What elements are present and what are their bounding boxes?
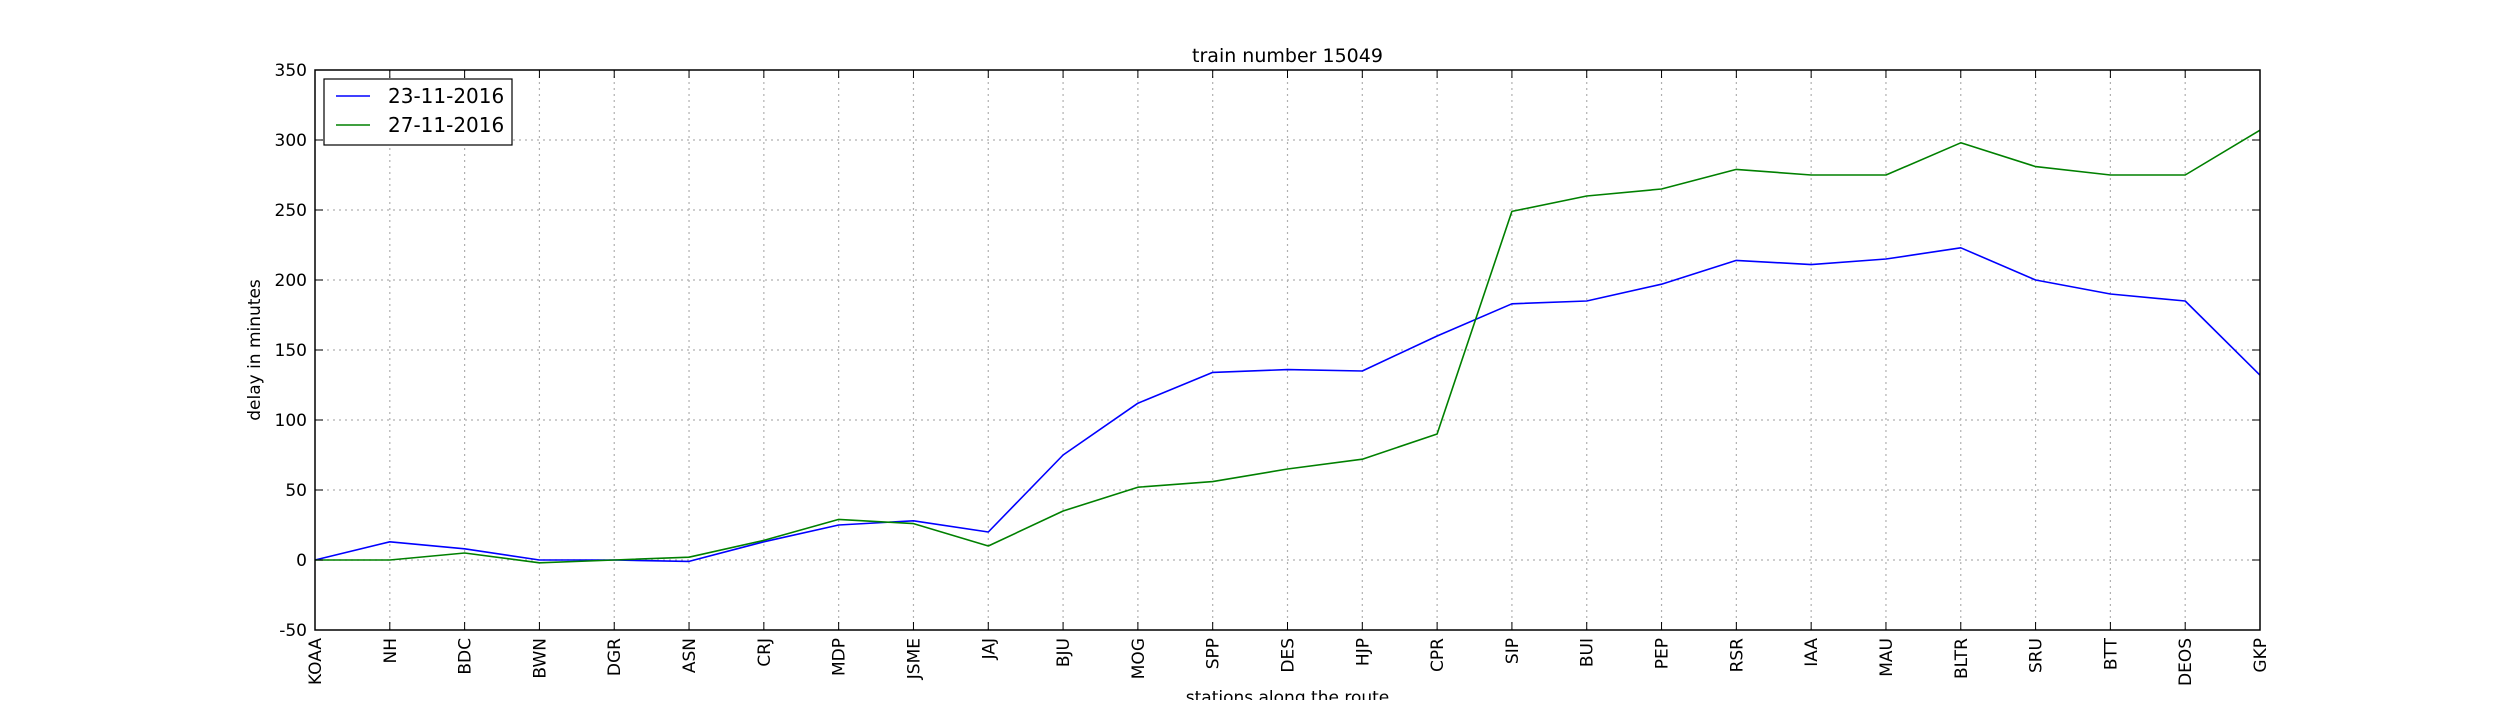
x-tick-label: SPP <box>1204 638 1224 669</box>
x-tick-label: MDP <box>830 638 850 676</box>
x-tick-label: GKP <box>2251 638 2271 673</box>
x-tick-label: BTT <box>2101 637 2121 670</box>
x-tick-label: RSR <box>1727 638 1747 673</box>
x-tick-label: CRJ <box>755 638 775 667</box>
legend-label-series-1: 23-11-2016 <box>388 84 504 108</box>
x-tick-label: DEOS <box>2176 638 2196 686</box>
x-tick-label: SRU <box>2027 638 2047 673</box>
x-tick-label: MOG <box>1129 638 1149 679</box>
x-tick-label: DGR <box>605 638 625 676</box>
x-tick-label: JAJ <box>979 638 999 660</box>
y-axis-label: delay in minutes <box>245 279 265 421</box>
x-tick-label: SIP <box>1503 638 1523 664</box>
x-axis-label: stations along the route <box>1186 688 1390 700</box>
x-tick-label: HJP <box>1353 638 1373 666</box>
legend: 23-11-2016 27-11-2016 <box>323 78 513 146</box>
series-line-1 <box>314 247 2261 563</box>
x-tick-label: DES <box>1279 638 1299 673</box>
y-tick-label: -50 <box>279 621 307 641</box>
x-tick-label: BDC <box>456 638 476 675</box>
y-axis-ticks: -50 0 50 100 150 200 250 300 350 <box>275 61 2260 641</box>
series-layer <box>314 129 2261 564</box>
chart-title: train number 15049 <box>1192 45 1383 67</box>
x-tick-label: JSME <box>904 638 924 680</box>
x-tick-label: BLTR <box>1952 638 1972 679</box>
x-tick-label: IAA <box>1802 638 1822 667</box>
y-tick-label: 150 <box>275 341 307 361</box>
grid-layer <box>315 70 2260 630</box>
y-tick-label: 250 <box>275 201 307 221</box>
series-line-2 <box>315 129 2261 564</box>
x-tick-label: KOAA <box>306 638 326 685</box>
y-tick-label: 50 <box>285 481 307 501</box>
x-tick-label: PEP <box>1653 638 1673 669</box>
y-tick-label: 100 <box>275 411 307 431</box>
x-axis-ticks: KOAA NH BDC BWN DGR ASN CRJ MDP JSME JAJ BJU MOG SPP… <box>306 70 2271 686</box>
y-tick-label: 300 <box>275 131 307 151</box>
x-tick-label: CPR <box>1428 638 1448 672</box>
y-tick-label: 350 <box>275 61 307 81</box>
legend-box <box>323 78 513 146</box>
legend-label-series-2: 27-11-2016 <box>388 113 504 137</box>
x-tick-label: NH <box>381 638 401 664</box>
x-tick-label: BUI <box>1578 638 1598 667</box>
x-tick-label: BWN <box>530 638 550 679</box>
y-tick-label: 0 <box>296 551 307 571</box>
x-tick-label: MAU <box>1877 638 1897 677</box>
y-tick-label: 200 <box>275 271 307 291</box>
x-tick-label: ASN <box>680 638 700 673</box>
x-tick-label: BJU <box>1054 638 1074 667</box>
